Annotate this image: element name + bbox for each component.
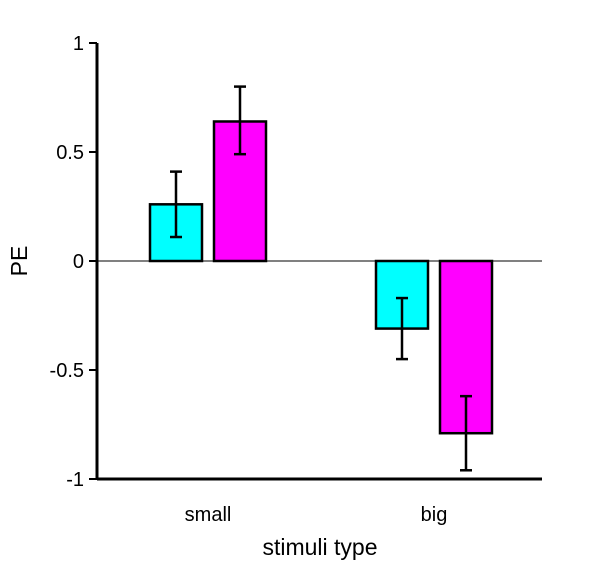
y-tick-label: -0.5 (50, 360, 84, 382)
y-tick-label: 1 (73, 33, 84, 55)
y-axis-title: PE (6, 246, 32, 277)
y-tick-label: 0 (73, 251, 84, 273)
x-axis-title: stimuli type (262, 534, 377, 560)
y-tick-label: -1 (66, 469, 84, 491)
y-tick-label: 0.5 (56, 142, 84, 164)
bars-layer (148, 85, 494, 472)
x-tick-labels: small big (185, 504, 448, 526)
x-tick-label-small: small (185, 504, 232, 526)
x-tick-label-big: big (421, 504, 448, 526)
y-ticks: 1 0.5 0 -0.5 -1 (50, 33, 97, 491)
